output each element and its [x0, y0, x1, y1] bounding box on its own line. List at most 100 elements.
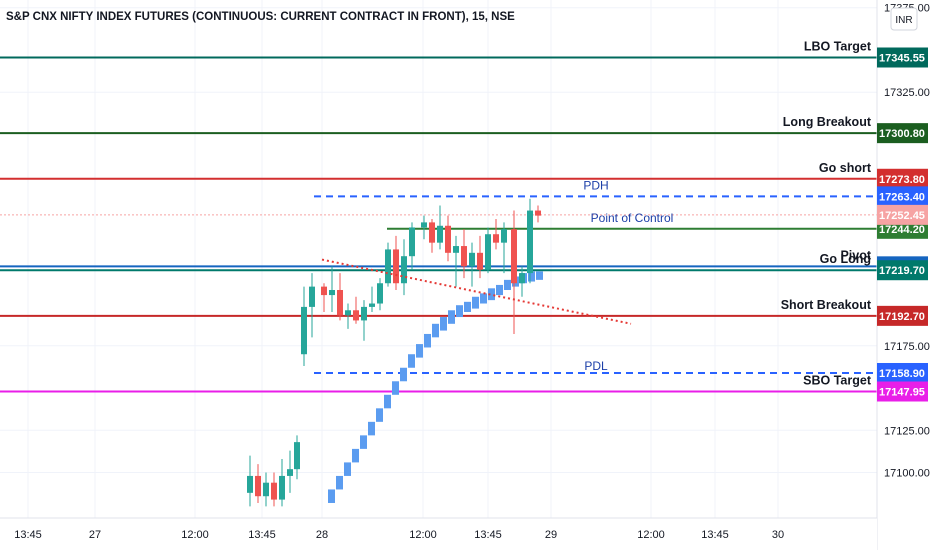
- renko-brick: [472, 296, 479, 309]
- candle-body: [294, 442, 300, 470]
- candle-body: [501, 229, 507, 243]
- renko-brick: [400, 367, 407, 382]
- chart-grid: [0, 0, 877, 518]
- candle-body: [453, 246, 459, 253]
- candle-body: [255, 475, 261, 497]
- time-axis[interactable]: 13:45 27 12:00 13:45 28 12:00 13:45 29 12:00 13:4…: [0, 517, 877, 550]
- candle-body: [329, 289, 335, 296]
- candle-body: [511, 229, 517, 284]
- price-badge-label: 17244.20: [879, 224, 925, 236]
- renko-brick: [480, 293, 487, 304]
- price-badge-label: 17300.80: [879, 128, 925, 140]
- candle-body: [377, 283, 383, 304]
- level-label: PDH: [583, 178, 608, 192]
- candle-body: [409, 227, 415, 257]
- level-label: Long Breakout: [783, 115, 872, 129]
- renko-brick: [432, 323, 439, 338]
- price-badge: [877, 168, 928, 189]
- renko-brick: [504, 279, 511, 290]
- time-tick: 12:00: [637, 529, 665, 541]
- price-badge-label: 17147.95: [879, 387, 925, 399]
- renko-brick: [488, 288, 495, 301]
- candle-body: [469, 252, 475, 267]
- price-badge-label: 17273.80: [879, 174, 925, 186]
- renko-brick: [344, 462, 351, 476]
- candle-body: [361, 306, 367, 321]
- price-badge-label: 17158.90: [879, 368, 925, 380]
- candle-body: [385, 249, 391, 284]
- price-badge-label: 17192.70: [879, 311, 925, 323]
- last-price-label: 17252.45: [879, 210, 925, 222]
- renko-brick: [376, 408, 383, 422]
- candle-body: [369, 303, 375, 307]
- level-label: Go short: [819, 161, 872, 175]
- candle-body: [519, 273, 525, 284]
- renko-brick: [336, 475, 343, 490]
- candlesticks: [247, 198, 541, 507]
- renko-brick: [384, 394, 391, 409]
- candle-body: [301, 306, 307, 355]
- time-tick: 12:00: [409, 529, 437, 541]
- level-label: Point of Control: [591, 211, 674, 225]
- candle-body: [271, 482, 277, 500]
- candle-body: [321, 286, 327, 296]
- renko-brick: [440, 317, 447, 331]
- candle-body: [477, 252, 483, 270]
- candle-body: [393, 249, 399, 284]
- renko-brick: [352, 448, 359, 463]
- candle-body: [401, 256, 407, 284]
- renko-brick: [392, 381, 399, 395]
- price-tick: 17175.00: [884, 341, 930, 353]
- time-tick: 12:00: [181, 529, 209, 541]
- time-tick: 30: [772, 529, 784, 541]
- renko-brick: [408, 354, 415, 368]
- level-label: Pivot: [840, 248, 871, 262]
- candle-body: [421, 222, 427, 228]
- level-labels: LBO Target Long Breakout Go short PDH Point …: [583, 40, 872, 388]
- candle-body: [287, 469, 293, 476]
- time-tick: 13:45: [701, 529, 729, 541]
- price-badge: [877, 260, 928, 281]
- renko-brick: [328, 489, 335, 503]
- candle-body: [493, 234, 499, 243]
- renko-brick: [416, 344, 423, 358]
- price-badge: [877, 362, 928, 383]
- renko-brick: [424, 333, 431, 348]
- level-label: LBO Target: [804, 40, 872, 54]
- price-badge-label: 17345.55: [879, 53, 925, 65]
- price-badge: [877, 305, 928, 326]
- renko-brick: [496, 284, 503, 296]
- level-label: PDL: [584, 359, 608, 373]
- price-badge: [877, 47, 928, 68]
- candle-body: [353, 310, 359, 321]
- price-badge-label: 17263.40: [879, 191, 925, 203]
- candle-body: [485, 234, 491, 270]
- price-badge: [877, 381, 928, 402]
- candle-body: [247, 475, 253, 493]
- candle-body: [263, 482, 269, 497]
- price-badge-label: 17219.70: [879, 265, 925, 277]
- renko-brick: [464, 301, 471, 312]
- currency-label: INR: [895, 15, 912, 26]
- time-tick: 13:45: [474, 529, 502, 541]
- currency-badge[interactable]: INR: [890, 7, 918, 31]
- renko-brick: [448, 310, 455, 324]
- price-tick: 17125.00: [884, 425, 930, 437]
- candle-body: [345, 310, 351, 316]
- renko-brick: [536, 271, 543, 280]
- price-badges: 17345.55 17300.80 17273.80 17263.40 17244.20…: [877, 47, 928, 402]
- candle-body: [429, 222, 435, 243]
- candle-body: [445, 225, 451, 253]
- candle-body: [461, 246, 467, 267]
- time-tick: 13:45: [14, 529, 42, 541]
- time-tick: 27: [89, 529, 101, 541]
- chart-title: S&P CNX NIFTY INDEX FUTURES (CONTINUOUS:…: [6, 11, 515, 23]
- level-label: Short Breakout: [781, 298, 872, 312]
- candle-body: [535, 210, 541, 216]
- last-price-badge: [877, 204, 928, 225]
- price-badge: [877, 186, 928, 207]
- level-lines: [0, 56, 877, 393]
- candle-body: [337, 289, 343, 316]
